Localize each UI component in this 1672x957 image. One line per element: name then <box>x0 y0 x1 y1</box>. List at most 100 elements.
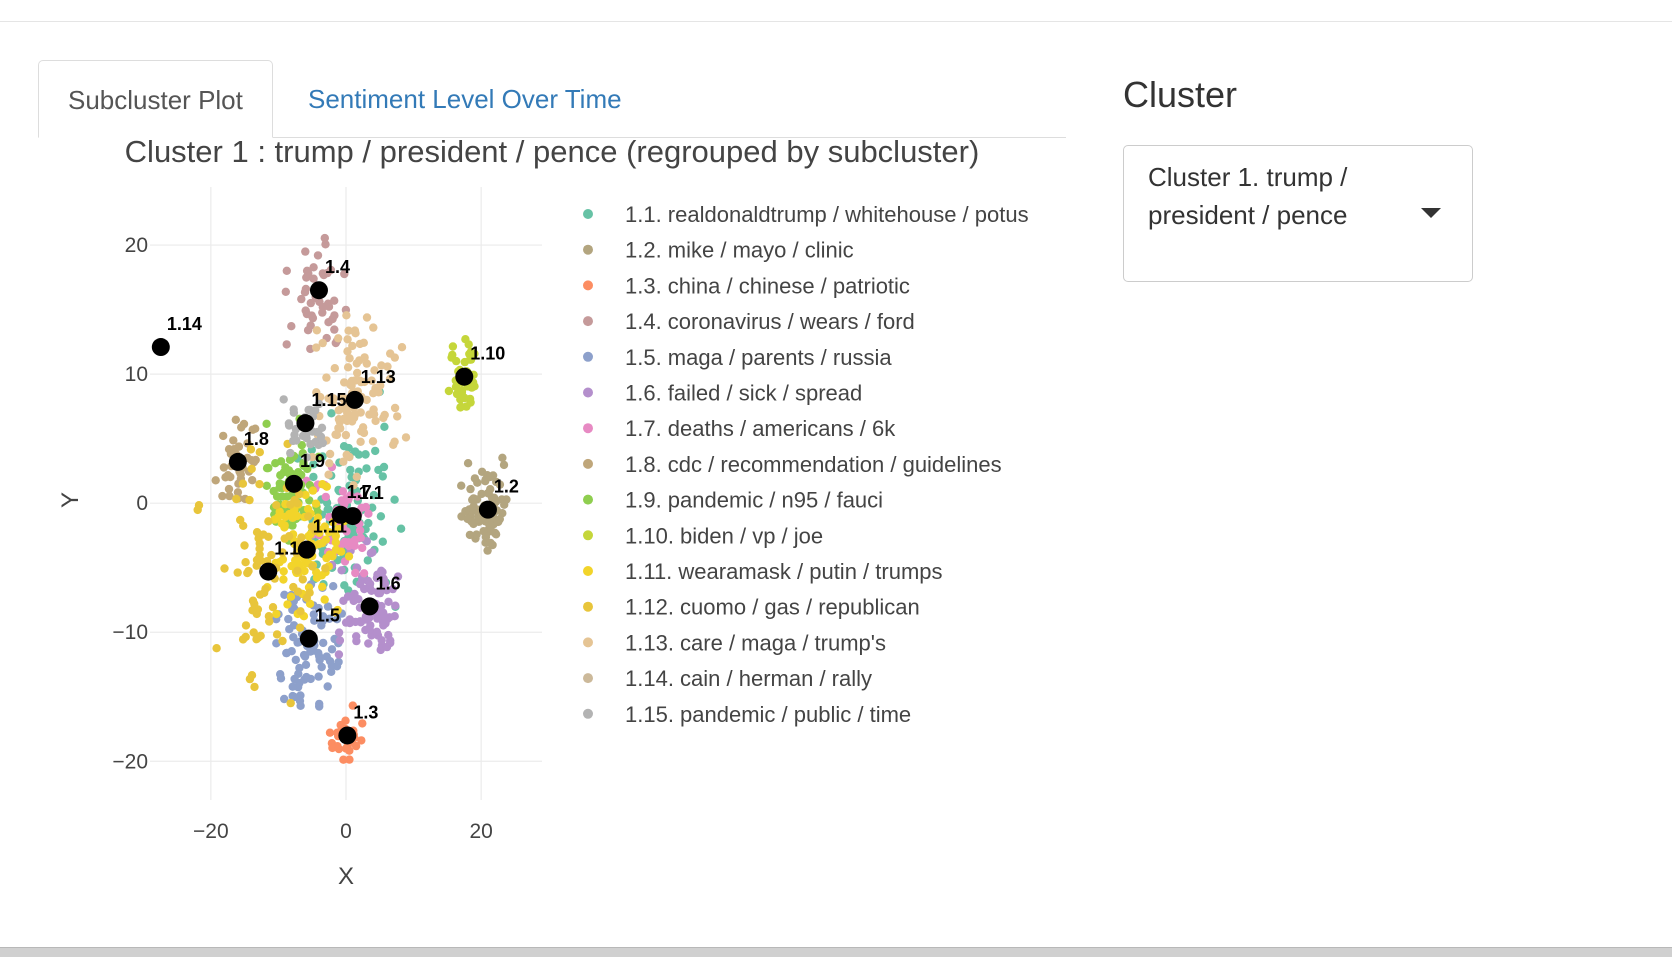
point-series-1.12 <box>295 623 305 632</box>
point-series-1.2 <box>499 460 509 470</box>
point-series-1.5 <box>310 616 319 625</box>
point-series-1.5 <box>327 645 337 654</box>
point-series-1.13 <box>355 356 364 365</box>
point-series-1.5 <box>306 674 315 684</box>
point-series-1.13 <box>353 368 362 378</box>
point-series-1.4 <box>313 251 323 260</box>
centroid-label: 1.3 <box>353 702 378 722</box>
point-series-1.13 <box>312 343 321 352</box>
point-series-1.4 <box>330 325 339 334</box>
point-series-1.13 <box>352 472 361 481</box>
point-series-1.12 <box>293 566 302 575</box>
point-series-1.2 <box>474 515 483 524</box>
tab-subcluster-plot[interactable]: Subcluster Plot <box>38 60 273 138</box>
point-series-1.6 <box>388 584 397 594</box>
point-series-1.2 <box>472 530 481 539</box>
point-series-1.6 <box>382 642 392 652</box>
point-series-1.11 <box>292 511 302 521</box>
point-series-1.8 <box>219 463 229 472</box>
point-series-1.13 <box>370 366 379 375</box>
point-series-1.13 <box>383 362 392 371</box>
point-series-1.5 <box>319 638 328 648</box>
point-series-1.8 <box>221 473 230 482</box>
point-series-1.9 <box>271 459 280 468</box>
point-series-1.5 <box>318 617 327 626</box>
point-series-1.4 <box>328 314 337 324</box>
point-series-1.6 <box>334 650 344 659</box>
point-series-1.13 <box>389 440 398 449</box>
point-series-1.10 <box>457 402 466 411</box>
point-series-1.2 <box>481 532 491 542</box>
point-series-1.2 <box>498 453 507 462</box>
point-series-1.13 <box>324 394 333 403</box>
point-series-1.5 <box>280 590 289 599</box>
legend-label: 1.11. wearamask / putin / trumps <box>625 559 943 584</box>
point-series-1.6 <box>393 572 403 581</box>
point-series-1.13 <box>393 412 402 421</box>
point-series-1.12 <box>241 632 250 642</box>
point-series-1.12 <box>252 528 262 537</box>
point-series-1.12 <box>240 541 249 550</box>
point-series-1.11 <box>318 582 327 591</box>
point-series-1.10 <box>444 386 454 396</box>
point-series-1.3 <box>345 755 354 764</box>
point-series-1.12 <box>247 464 256 474</box>
point-series-1.12 <box>212 644 221 653</box>
point-series-1.13 <box>359 338 368 347</box>
point-series-1.1 <box>390 495 399 504</box>
centroid-label: 1.8 <box>244 429 269 449</box>
point-series-1.15 <box>279 395 288 404</box>
point-series-1.1 <box>344 443 353 453</box>
point-series-1.12 <box>264 612 274 621</box>
legend-swatch-1.5 <box>583 351 593 362</box>
point-series-1.12 <box>298 575 307 584</box>
point-series-1.1 <box>374 465 383 475</box>
centroid-label: 1.15 <box>311 390 346 410</box>
cluster-select[interactable]: Cluster 1. trump / president / pence <box>1123 145 1473 282</box>
point-series-1.13 <box>385 374 395 384</box>
point-series-1.12 <box>232 494 241 504</box>
point-series-1.2 <box>463 459 473 468</box>
point-series-1.12 <box>307 522 316 531</box>
centroid-markers: 1.1 1.2 1.3 1.4 1.5 1.6 1.7 1.8 1.9 1.10 1.111.12 1… <box>151 257 519 745</box>
point-series-1.12 <box>255 448 264 457</box>
point-series-1.12 <box>272 501 281 510</box>
legend: 1.1. realdonaldtrump / whitehouse / potu… <box>583 202 1029 727</box>
point-series-1.13 <box>401 433 411 442</box>
point-series-1.13 <box>345 354 354 363</box>
legend-swatch-1.1 <box>583 209 593 219</box>
point-series-1.12 <box>296 607 305 616</box>
point-series-1.13 <box>343 335 352 344</box>
tab-sentiment-level-over-time[interactable]: Sentiment Level Over Time <box>308 84 622 114</box>
point-series-1.13 <box>362 313 372 322</box>
point-series-1.2 <box>481 475 490 484</box>
point-series-1.12 <box>293 587 303 596</box>
point-series-1.5 <box>288 682 297 691</box>
centroid-marker-1.13 <box>345 390 364 409</box>
point-series-1.12 <box>245 674 255 684</box>
legend-swatch-1.12 <box>583 601 593 612</box>
point-series-1.4 <box>318 302 327 312</box>
point-series-1.5 <box>290 674 299 684</box>
point-series-1.5 <box>282 648 291 658</box>
legend-label: 1.7. deaths / americans / 6k <box>625 416 896 441</box>
point-series-1.2 <box>465 530 475 540</box>
point-series-1.7 <box>350 535 360 545</box>
legend-swatch-1.6 <box>583 387 593 398</box>
point-series-1.8 <box>233 488 243 497</box>
point-series-1.6 <box>367 586 376 595</box>
point-series-1.6 <box>373 614 382 623</box>
point-series-1.10 <box>460 393 469 403</box>
chevron-down-icon[interactable] <box>1421 208 1441 218</box>
point-series-1.12 <box>286 500 295 509</box>
point-series-1.1 <box>368 503 377 512</box>
point-series-1.8 <box>218 491 227 501</box>
legend-label: 1.12. cuomo / gas / republican <box>625 595 920 620</box>
point-series-1.12 <box>255 590 265 599</box>
point-series-1.5 <box>276 674 286 683</box>
point-series-1.11 <box>301 490 310 500</box>
point-series-1.11 <box>344 552 354 561</box>
centroid-marker-1.9 <box>284 474 303 493</box>
point-series-1.12 <box>252 555 262 565</box>
point-series-1.12 <box>255 480 264 489</box>
